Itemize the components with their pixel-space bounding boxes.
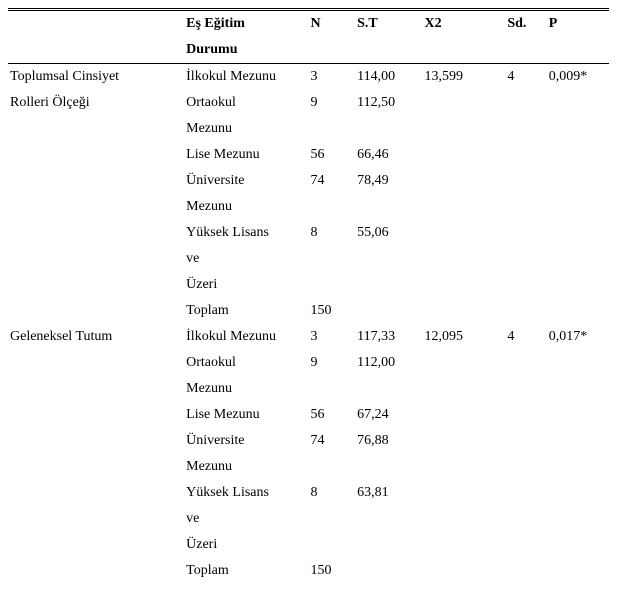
cell-mezunu: Mezunu [184,116,308,142]
table-row: Yüksek Lisans 8 63,81 [8,480,609,506]
header-es-egitim: Eş Eğitim [184,10,308,38]
stats-table: Eş Eğitim N S.T X2 Sd. P Durumu Toplumsa… [8,8,609,584]
cell-ortaokul: Ortaokul [184,90,308,116]
cell-mezunu: Mezunu [184,194,308,220]
cell-universite: Üniversite [184,168,308,194]
table-row: Ortaokul 9 112,00 [8,350,609,376]
cell-n: 150 [308,298,355,324]
cell-mezunu: Mezunu [184,454,308,480]
cell-n: 74 [308,168,355,194]
cell-n: 150 [308,558,355,584]
cell-lise: Lise Mezunu [184,142,308,168]
cell-n: 56 [308,402,355,428]
table-row: Toplam 150 [8,558,609,584]
cell-n: 9 [308,350,355,376]
cell-ilkokul: İlkokul Mezunu [184,324,308,350]
cell-uzeri: Üzeri [184,272,308,298]
table-row: Mezunu [8,116,609,142]
table-row: Üniversite 74 78,49 [8,168,609,194]
table-row: ve [8,506,609,532]
cell-ilkokul: İlkokul Mezunu [184,64,308,91]
table-header-line2: Durumu [8,37,609,64]
cell-uzeri: Üzeri [184,532,308,558]
header-st: S.T [355,10,422,38]
cell-ve: ve [184,506,308,532]
cell-st: 66,46 [355,142,422,168]
table-row: ve [8,246,609,272]
header-empty [8,10,184,38]
cell-st: 67,24 [355,402,422,428]
cell-n: 9 [308,90,355,116]
table-row: Mezunu [8,376,609,402]
cell-p: 0,009* [547,64,609,91]
table-row: Toplumsal Cinsiyet İlkokul Mezunu 3 114,… [8,64,609,91]
header-sd: Sd. [505,10,546,38]
table-row: Mezunu [8,454,609,480]
table-row: Üniversite 74 76,88 [8,428,609,454]
cell-yuksek-lisans: Yüksek Lisans [184,220,308,246]
cell-p: 0,017* [547,324,609,350]
table-header: Eş Eğitim N S.T X2 Sd. P [8,10,609,38]
table-row: Mezunu [8,194,609,220]
cell-x2: 13,599 [422,64,505,91]
cell-toplam: Toplam [184,558,308,584]
cell-st: 112,50 [355,90,422,116]
section2-name: Geleneksel Tutum [8,324,184,350]
section1-name-l1: Toplumsal Cinsiyet [8,64,184,91]
header-n: N [308,10,355,38]
cell-st: 76,88 [355,428,422,454]
cell-n: 3 [308,64,355,91]
table-row: Üzeri [8,532,609,558]
cell-st: 117,33 [355,324,422,350]
table-row: Lise Mezunu 56 67,24 [8,402,609,428]
table-row: Geleneksel Tutum İlkokul Mezunu 3 117,33… [8,324,609,350]
cell-yuksek-lisans: Yüksek Lisans [184,480,308,506]
cell-n: 8 [308,480,355,506]
cell-st: 114,00 [355,64,422,91]
cell-n: 74 [308,428,355,454]
cell-n: 3 [308,324,355,350]
cell-st: 55,06 [355,220,422,246]
cell-st: 63,81 [355,480,422,506]
cell-sd: 4 [505,324,546,350]
table-row: Yüksek Lisans 8 55,06 [8,220,609,246]
cell-sd: 4 [505,64,546,91]
table-row: Rolleri Ölçeği Ortaokul 9 112,50 [8,90,609,116]
cell-ortaokul: Ortaokul [184,350,308,376]
header-x2: X2 [422,10,505,38]
cell-x2: 12,095 [422,324,505,350]
section1-name-l2: Rolleri Ölçeği [8,90,184,116]
cell-mezunu: Mezunu [184,376,308,402]
cell-n: 56 [308,142,355,168]
cell-toplam: Toplam [184,298,308,324]
cell-universite: Üniversite [184,428,308,454]
cell-st: 78,49 [355,168,422,194]
table-row: Üzeri [8,272,609,298]
header-durumu: Durumu [184,37,308,64]
cell-ve: ve [184,246,308,272]
header-p: P [547,10,609,38]
table-row: Lise Mezunu 56 66,46 [8,142,609,168]
cell-st: 112,00 [355,350,422,376]
cell-n: 8 [308,220,355,246]
table-row: Toplam 150 [8,298,609,324]
cell-lise: Lise Mezunu [184,402,308,428]
